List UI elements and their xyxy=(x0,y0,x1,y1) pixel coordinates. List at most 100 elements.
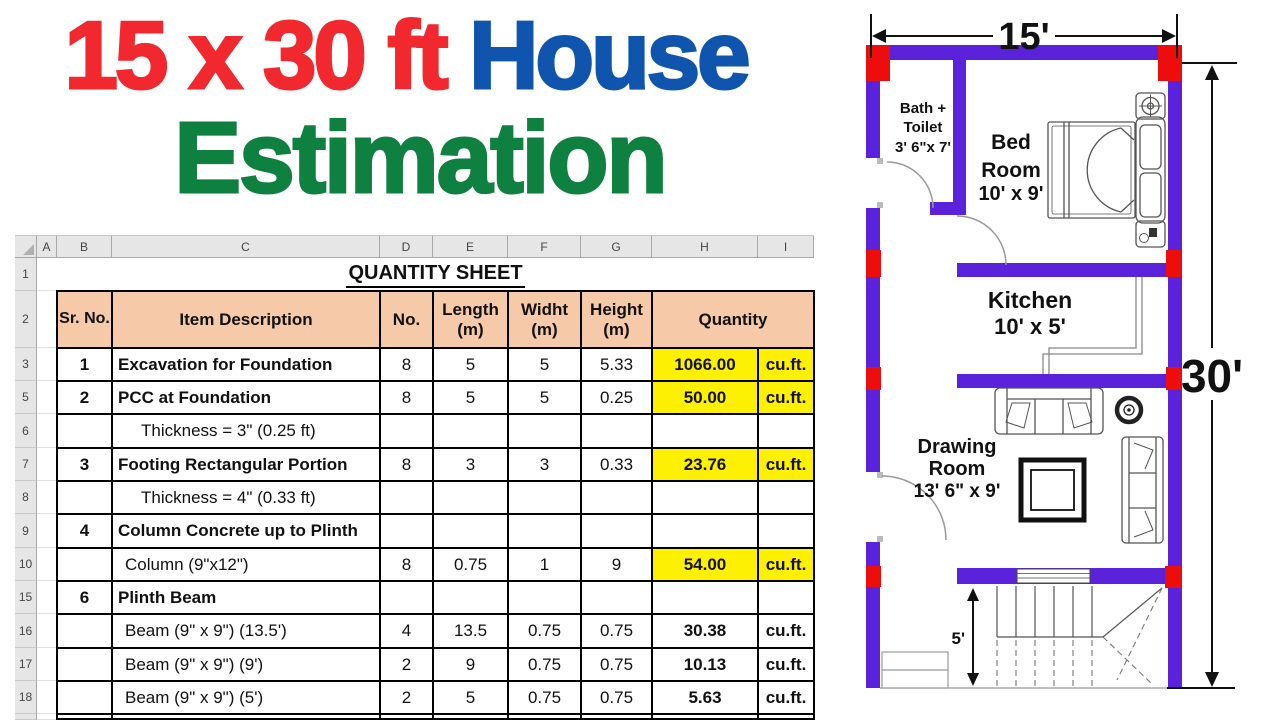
cell-height[interactable]: 0.25 xyxy=(581,381,652,414)
cell-no[interactable]: 2 xyxy=(380,648,433,681)
cell-no[interactable] xyxy=(380,414,433,448)
cell-length[interactable] xyxy=(433,481,508,514)
cell-partial[interactable] xyxy=(758,714,814,720)
cell-A[interactable] xyxy=(37,614,57,648)
cell-height[interactable]: 0.75 xyxy=(581,648,652,681)
cell-unit[interactable]: cu.ft. xyxy=(758,681,814,714)
header-height[interactable]: Height (m) xyxy=(581,291,652,348)
cell-length[interactable]: 9 xyxy=(433,648,508,681)
cell-length[interactable] xyxy=(433,514,508,548)
cell-item-description[interactable]: Plinth Beam xyxy=(112,581,380,614)
cell-length[interactable]: 13.5 xyxy=(433,614,508,648)
row-header-15[interactable]: 15 xyxy=(15,581,37,614)
row-header-3[interactable]: 3 xyxy=(15,348,37,381)
cell-A[interactable] xyxy=(37,648,57,681)
cell-A[interactable] xyxy=(37,381,57,414)
sheet-title-cell[interactable]: QUANTITY SHEET xyxy=(57,258,814,291)
row-header-2[interactable]: 2 xyxy=(15,291,37,348)
cell-sr-no[interactable]: 2 xyxy=(57,381,112,414)
header-width[interactable]: Widht (m) xyxy=(508,291,581,348)
cell-quantity[interactable] xyxy=(652,514,758,548)
cell-item-description[interactable]: Beam (9" x 9") (9') xyxy=(112,648,380,681)
cell-quantity[interactable] xyxy=(652,481,758,514)
cell-no[interactable]: 8 xyxy=(380,381,433,414)
header-length[interactable]: Length (m) xyxy=(433,291,508,348)
cell-unit[interactable]: cu.ft. xyxy=(758,448,814,481)
column-header-D[interactable]: D xyxy=(380,236,433,258)
cell-A[interactable] xyxy=(37,448,57,481)
cell-sr-no[interactable] xyxy=(57,614,112,648)
cell-height[interactable] xyxy=(581,414,652,448)
cell-height[interactable]: 5.33 xyxy=(581,348,652,381)
cell-item-description[interactable]: Footing Rectangular Portion xyxy=(112,448,380,481)
cell-partial[interactable] xyxy=(57,714,112,720)
cell-height[interactable] xyxy=(581,514,652,548)
cell-partial[interactable] xyxy=(508,714,581,720)
cell-width[interactable]: 5 xyxy=(508,348,581,381)
column-header-G[interactable]: G xyxy=(581,236,652,258)
cell-quantity[interactable]: 30.38 xyxy=(652,614,758,648)
cell-A[interactable] xyxy=(37,714,57,720)
cell-sr-no[interactable] xyxy=(57,648,112,681)
header-no[interactable]: No. xyxy=(380,291,433,348)
cell-length[interactable]: 0.75 xyxy=(433,548,508,581)
cell-quantity[interactable]: 50.00 xyxy=(652,381,758,414)
cell-unit[interactable]: cu.ft. xyxy=(758,648,814,681)
cell-height[interactable] xyxy=(581,581,652,614)
cell-quantity[interactable]: 10.13 xyxy=(652,648,758,681)
cell-width[interactable]: 3 xyxy=(508,448,581,481)
header-item-description[interactable]: Item Description xyxy=(112,291,380,348)
cell-A[interactable] xyxy=(37,481,57,514)
cell-item-description[interactable]: Beam (9" x 9") (13.5') xyxy=(112,614,380,648)
cell-quantity[interactable]: 54.00 xyxy=(652,548,758,581)
cell-length[interactable] xyxy=(433,581,508,614)
cell-length[interactable] xyxy=(433,414,508,448)
row-header-1[interactable]: 1 xyxy=(15,258,37,291)
cell-item-description[interactable]: Beam (9" x 9") (5') xyxy=(112,681,380,714)
cell-item-description[interactable]: Thickness = 4" (0.33 ft) xyxy=(112,481,380,514)
cell-length[interactable]: 3 xyxy=(433,448,508,481)
column-header-C[interactable]: C xyxy=(112,236,380,258)
cell-unit[interactable] xyxy=(758,514,814,548)
cell-height[interactable]: 0.75 xyxy=(581,614,652,648)
cell-partial[interactable] xyxy=(380,714,433,720)
cell-width[interactable] xyxy=(508,514,581,548)
cell-no[interactable]: 4 xyxy=(380,614,433,648)
row-header-9[interactable]: 9 xyxy=(15,514,37,548)
cell-height[interactable] xyxy=(581,481,652,514)
cell-A[interactable] xyxy=(37,348,57,381)
cell-sr-no[interactable] xyxy=(57,681,112,714)
cell-sr-no[interactable] xyxy=(57,548,112,581)
cell-A[interactable] xyxy=(37,291,57,348)
cell-item-description[interactable]: PCC at Foundation xyxy=(112,381,380,414)
cell-unit[interactable] xyxy=(758,581,814,614)
cell-sr-no[interactable] xyxy=(57,414,112,448)
row-header-6[interactable]: 6 xyxy=(15,414,37,448)
cell-sr-no[interactable]: 1 xyxy=(57,348,112,381)
select-all-corner[interactable] xyxy=(15,236,37,258)
column-header-A[interactable]: A xyxy=(37,236,57,258)
cell-height[interactable]: 0.33 xyxy=(581,448,652,481)
cell-quantity[interactable]: 23.76 xyxy=(652,448,758,481)
cell-unit[interactable]: cu.ft. xyxy=(758,614,814,648)
row-header-5[interactable]: 5 xyxy=(15,381,37,414)
cell-sr-no[interactable] xyxy=(57,481,112,514)
cell-no[interactable]: 8 xyxy=(380,548,433,581)
cell-height[interactable]: 9 xyxy=(581,548,652,581)
cell-partial[interactable] xyxy=(652,714,758,720)
cell-A[interactable] xyxy=(37,258,57,291)
column-header-I[interactable]: I xyxy=(758,236,814,258)
row-header-8[interactable]: 8 xyxy=(15,481,37,514)
row-header-10[interactable]: 10 xyxy=(15,548,37,581)
cell-sr-no[interactable]: 4 xyxy=(57,514,112,548)
header-sr-no[interactable]: Sr. No. xyxy=(57,291,112,348)
cell-no[interactable] xyxy=(380,514,433,548)
cell-A[interactable] xyxy=(37,681,57,714)
row-header-7[interactable]: 7 xyxy=(15,448,37,481)
cell-quantity[interactable] xyxy=(652,414,758,448)
cell-width[interactable] xyxy=(508,414,581,448)
column-header-B[interactable]: B xyxy=(57,236,112,258)
cell-no[interactable]: 2 xyxy=(380,681,433,714)
column-header-F[interactable]: F xyxy=(508,236,581,258)
column-header-E[interactable]: E xyxy=(433,236,508,258)
